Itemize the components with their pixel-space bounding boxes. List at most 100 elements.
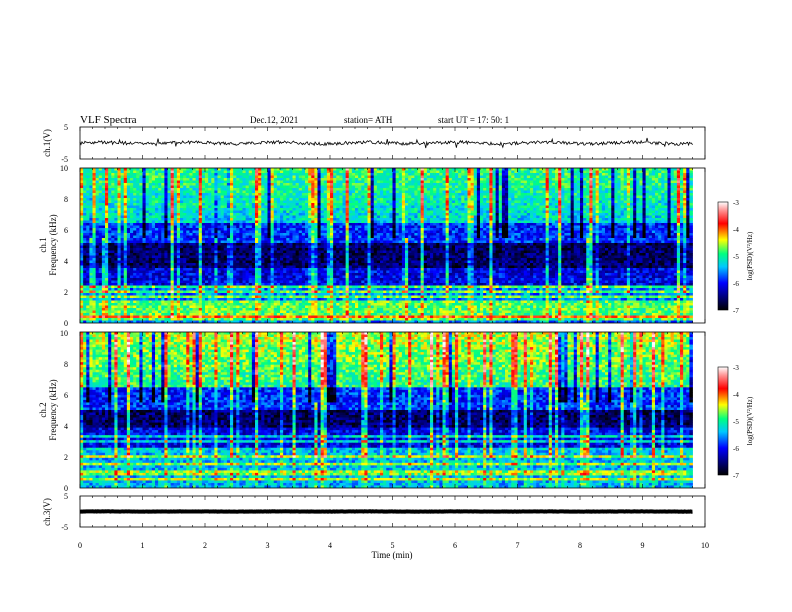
spectrogram-cell	[230, 218, 234, 221]
spectrogram-cell	[664, 193, 668, 196]
spectrogram-cell	[514, 205, 518, 209]
spectrogram-cell	[392, 193, 397, 196]
spectrogram-cell	[326, 225, 331, 229]
spectrogram-cell	[233, 168, 237, 171]
spectrogram-cell	[501, 215, 506, 219]
spectrogram-cell	[633, 175, 637, 179]
spectrogram-cell	[142, 175, 147, 179]
spectrogram-cell	[142, 193, 147, 196]
spectrogram-cell	[264, 220, 268, 224]
spectrogram-cell	[636, 168, 640, 171]
spectrogram-cell	[189, 175, 193, 179]
spectrogram-cell	[239, 220, 243, 224]
spectrogram-cell	[401, 198, 406, 201]
spectrogram-cell	[598, 185, 603, 189]
spectrogram-cell	[533, 220, 537, 224]
spectrogram-cell	[320, 170, 325, 174]
spectrogram-cell	[170, 168, 175, 171]
spectrogram-cell	[614, 198, 618, 201]
spectrogram-cell	[411, 205, 415, 209]
spectrogram-cell	[158, 228, 162, 231]
spectrogram-cell	[676, 223, 681, 226]
spectrogram-cell	[217, 168, 222, 171]
spectrogram-cell	[386, 185, 390, 189]
spectrogram-cell	[464, 183, 468, 186]
spectrogram-cell	[358, 180, 362, 184]
spectrogram-cell	[405, 180, 409, 184]
spectrogram-cell	[205, 210, 209, 214]
spectrogram-cell	[170, 208, 175, 211]
spectrogram-cell	[305, 183, 309, 186]
spectrogram-cell	[458, 170, 462, 174]
spectrogram-cell	[464, 170, 468, 174]
spectrogram-cell	[389, 215, 393, 219]
spectrogram-cell	[345, 218, 350, 221]
spectrogram-cell	[95, 185, 100, 189]
spectrogram-cell	[358, 215, 362, 219]
spectrogram-cell	[142, 213, 147, 216]
spectrogram-cell	[323, 220, 328, 224]
spectrogram-cell	[633, 183, 637, 186]
spectrogram-cell	[476, 228, 481, 231]
spectrogram-cell	[111, 188, 115, 191]
spectrogram-cell	[533, 213, 537, 216]
spectrogram-cell	[330, 223, 334, 226]
spectrogram-cell	[370, 220, 375, 224]
spectrogram-cell	[430, 223, 434, 226]
spectrogram-cell	[408, 218, 412, 221]
spectrogram-cell	[270, 208, 275, 211]
spectrogram-cell	[233, 205, 237, 209]
spectrogram-cell	[576, 190, 581, 194]
spectrogram-cell	[361, 218, 365, 221]
spectrogram-cell	[667, 225, 672, 229]
spectrogram-cell	[389, 168, 393, 171]
spectrogram-cell	[248, 190, 253, 194]
spectrogram-cell	[323, 180, 328, 184]
spectrogram-cell	[476, 193, 481, 196]
spectrogram-cell	[448, 213, 453, 216]
spectrogram-cell	[542, 170, 547, 174]
spectrogram-cell	[286, 208, 290, 211]
spectrogram-cell	[364, 203, 368, 206]
spectrogram-cell	[258, 175, 262, 179]
spectrogram-cell	[298, 175, 303, 179]
spectrogram-cell	[564, 205, 568, 209]
spectrogram-cell	[639, 183, 643, 186]
spectrogram-cell	[595, 205, 600, 209]
spectrogram-cell	[317, 225, 322, 229]
spectrogram-cell	[630, 208, 634, 211]
spectrogram-cell	[133, 203, 137, 206]
spectrogram-cell	[242, 208, 247, 211]
spectrogram-cell	[264, 183, 268, 186]
spectrogram-cell	[526, 203, 531, 206]
spectrogram-cell	[533, 178, 537, 181]
spectrogram-cell	[583, 208, 587, 211]
spectrogram-cell	[367, 215, 372, 219]
spectrogram-cell	[136, 225, 140, 229]
spectrogram-cell	[264, 180, 268, 184]
spectrogram-cell	[392, 185, 397, 189]
spectrogram-cell	[198, 218, 203, 221]
spectrogram-cell	[489, 190, 493, 194]
spectrogram-cell	[258, 193, 262, 196]
spectrogram-cell	[208, 205, 212, 209]
spectrogram-cell	[526, 220, 531, 224]
spectrogram-cell	[342, 198, 347, 201]
spectrogram-cell	[395, 200, 400, 204]
spectrogram-cell	[326, 200, 331, 204]
spectrogram-cell	[411, 210, 415, 214]
spectrogram-cell	[539, 170, 543, 174]
spectrogram-cell	[505, 170, 509, 174]
spectrogram-cell	[189, 205, 193, 209]
spectrogram-cell	[501, 208, 506, 211]
spectrogram-cell	[286, 223, 290, 226]
spectrogram-cell	[255, 205, 259, 209]
spectrogram-cell	[145, 225, 150, 229]
spectrogram-cell	[451, 183, 456, 186]
spectrogram-cell	[511, 193, 515, 196]
spectrogram-cell	[651, 205, 656, 209]
spectrogram-cell	[523, 218, 528, 221]
spectrogram-cell	[395, 213, 400, 216]
spectrogram-cell	[320, 210, 325, 214]
